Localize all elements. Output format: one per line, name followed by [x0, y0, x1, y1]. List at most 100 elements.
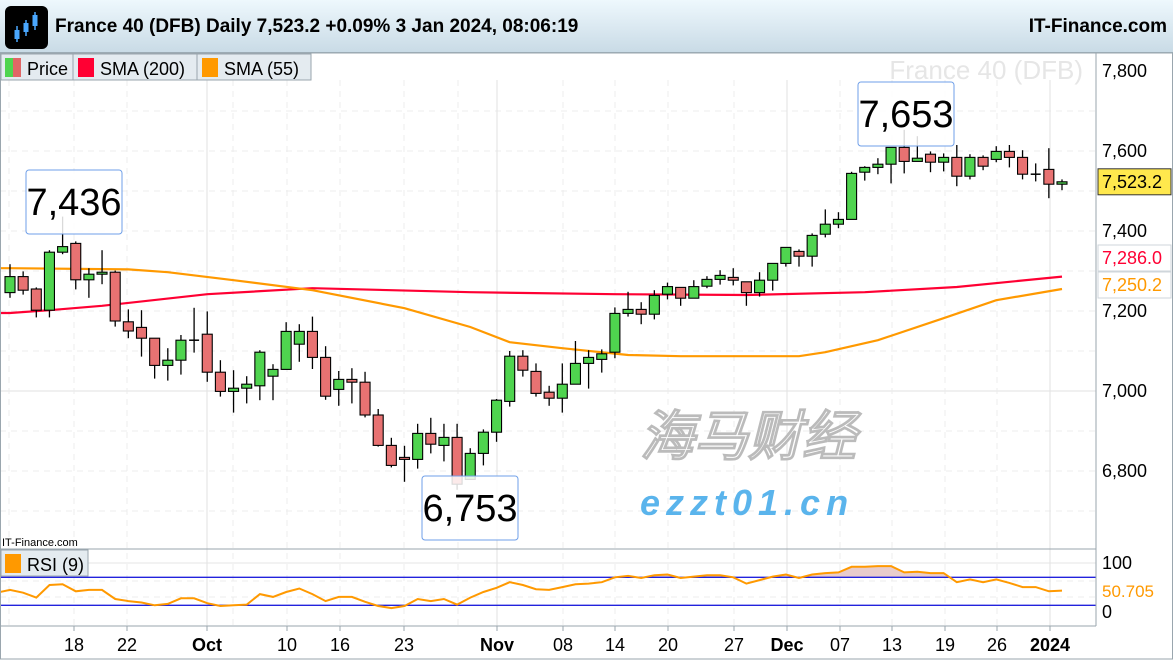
current-price-label: 7,523.2 [1102, 172, 1162, 192]
candle-body-up [701, 278, 713, 287]
rsi-y-tick-label: 100 [1102, 553, 1132, 573]
candle [438, 423, 450, 462]
rsi-legend-swatch [5, 554, 21, 573]
sma200-last-value: 7,286.0 [1102, 248, 1162, 268]
candle [280, 322, 292, 370]
candle [306, 316, 319, 369]
candle-body-up [490, 399, 503, 433]
source-credit: IT-Finance.com [2, 537, 78, 549]
candle-body-down [201, 333, 213, 373]
candle-body-down [122, 321, 134, 332]
candle [96, 250, 108, 285]
candle-body-up [1056, 181, 1068, 185]
candle [267, 364, 279, 401]
sma200-last-value-box [1097, 244, 1172, 272]
overlay-watermark: 海马财经 ezzt01.cn [640, 407, 863, 524]
candle-body-up [280, 330, 292, 370]
candle [372, 409, 384, 447]
rsi-overbought-fill [614, 566, 950, 578]
candle [714, 270, 726, 285]
candle [477, 429, 489, 466]
candle [543, 385, 555, 406]
candle-body-up [569, 362, 582, 385]
candle [346, 368, 358, 404]
candle-body-down [951, 156, 963, 177]
candle [675, 286, 687, 306]
candle [819, 209, 831, 238]
candle [254, 350, 266, 401]
sma55-last-value-box [1097, 271, 1172, 299]
candle-body-up [175, 339, 187, 361]
rsi-line [0, 565, 1063, 610]
candle-body-up [609, 312, 621, 353]
candle [70, 241, 82, 290]
candlestick-icon [5, 6, 48, 49]
candle-body-up [333, 378, 345, 390]
x-tick-label: 2024 [1030, 635, 1070, 655]
candle [1043, 148, 1055, 199]
y-tick-label: 6,800 [1102, 461, 1147, 481]
candle-body-down [214, 371, 226, 392]
watermark-url: ezzt01.cn [640, 482, 854, 523]
legend-sma200: SMA (200) [100, 59, 185, 79]
candle-body-up [477, 431, 489, 454]
candle [688, 280, 700, 299]
candle [648, 290, 660, 320]
candle [622, 291, 634, 317]
x-tick-label: 16 [330, 635, 350, 655]
candle [635, 302, 647, 325]
candle-body-down [320, 356, 332, 397]
sma200-legend-swatch [78, 58, 94, 77]
watermark-text: France 40 (DFB) [889, 55, 1083, 85]
current-price-label-box [1097, 168, 1172, 196]
x-tick-label: 08 [553, 635, 573, 655]
candle-body-down [530, 370, 542, 394]
candle-body-up [990, 150, 1002, 160]
candle-body-up [780, 246, 792, 264]
x-tick-label: 07 [830, 635, 850, 655]
legend-price: Price [27, 59, 68, 79]
watermark-cn: 海马财经 [640, 407, 862, 467]
candle [43, 250, 56, 318]
candle-body-down [1003, 150, 1015, 158]
y-tick-label: 7,600 [1102, 141, 1147, 161]
candle-body-up [412, 432, 424, 460]
candle-body-up [911, 157, 923, 162]
candle-body-down [17, 276, 29, 291]
candle-body-down [1016, 156, 1029, 175]
candle [1056, 179, 1068, 191]
candle-body-up [767, 262, 779, 281]
candle-body-up [859, 166, 871, 173]
candle-body-down [675, 286, 687, 299]
candle [872, 158, 884, 175]
candle [464, 448, 476, 480]
rsi-last-value: 50.705 [1102, 582, 1154, 601]
candle [490, 399, 503, 442]
candle [109, 270, 121, 327]
candle-body-up [622, 308, 634, 314]
candle-body-up [832, 218, 845, 225]
y-tick-label: 7,800 [1102, 61, 1147, 81]
candle-body-down [543, 391, 555, 399]
candle-body-down [1043, 168, 1055, 185]
x-tick-label: 20 [658, 635, 678, 655]
candle [189, 307, 200, 353]
candle-body-down [70, 242, 82, 281]
legend-rsi: RSI (9) [27, 555, 84, 575]
candle [333, 371, 345, 406]
candle [30, 287, 42, 318]
x-tick-label: Dec [770, 635, 803, 655]
candle-body-down [727, 276, 739, 281]
candle [228, 370, 240, 413]
site-name[interactable]: IT-Finance.com [1028, 16, 1167, 37]
annotation-label: 6,753 [422, 488, 517, 530]
candle [556, 363, 568, 413]
candle-body-down [635, 308, 647, 315]
candle-body-up [596, 353, 608, 360]
rsi-y-tick-label: 0 [1102, 602, 1112, 622]
y-tick-label: 7,000 [1102, 381, 1147, 401]
candle-body-up [96, 271, 108, 275]
candle [293, 324, 305, 362]
candle [320, 346, 332, 400]
x-tick-label: 19 [935, 635, 955, 655]
